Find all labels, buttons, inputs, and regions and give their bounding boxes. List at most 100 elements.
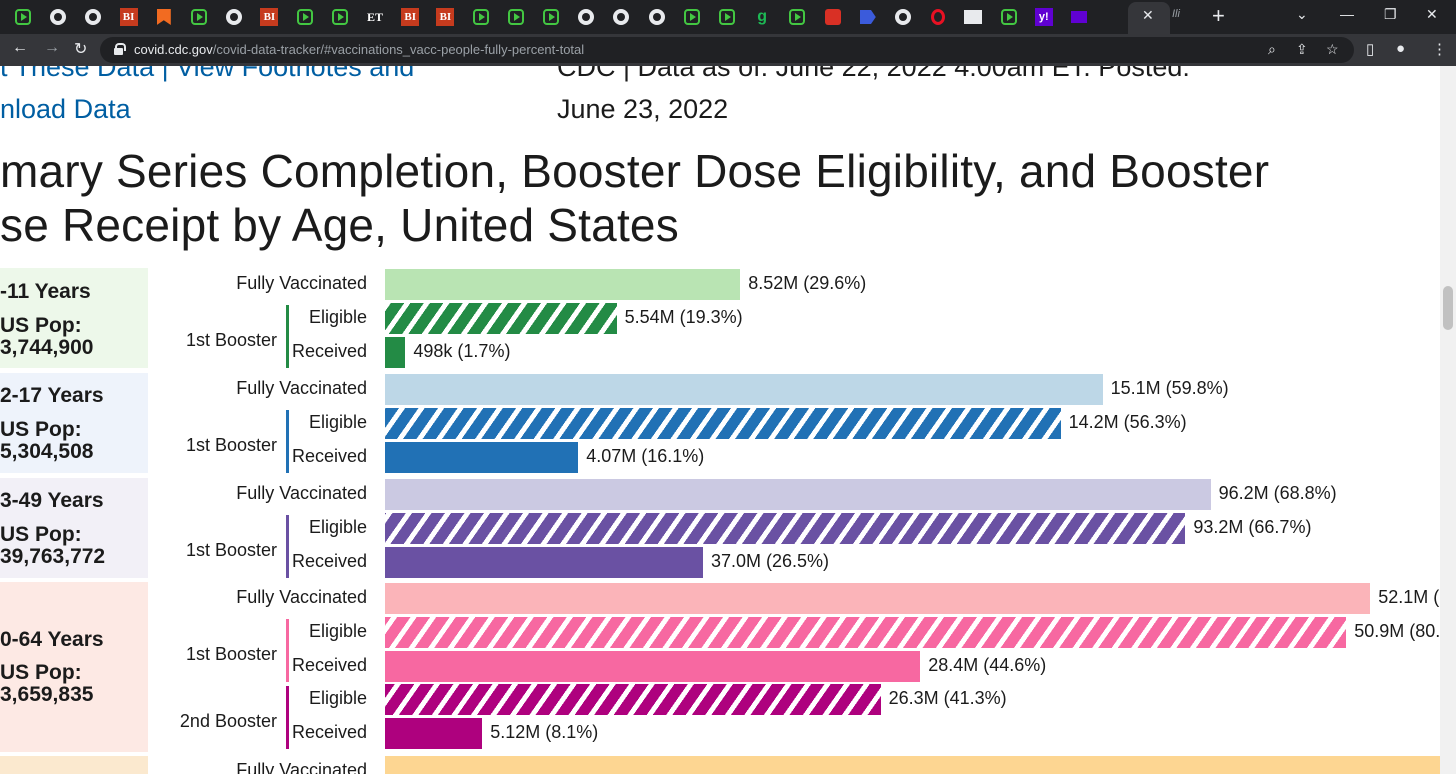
browser-tab[interactable]: BI <box>118 6 140 28</box>
browser-tab[interactable] <box>223 6 245 28</box>
browser-tab[interactable]: y! <box>1033 6 1055 28</box>
bar-value-label: 50.9M (80. <box>1354 621 1441 641</box>
play-icon <box>191 9 207 25</box>
bar-row-label: Received <box>291 655 367 675</box>
footnotes-link[interactable]: t These Data | View Footnotes and <box>0 66 415 82</box>
bar-row-label: Eligible <box>308 412 367 432</box>
chart-bar[interactable] <box>385 547 703 578</box>
reload-icon[interactable]: ↻ <box>74 41 88 58</box>
browser-tab[interactable] <box>575 6 597 28</box>
chart-bar[interactable] <box>385 269 741 300</box>
bar-value-label: 5.12M (8.1%) <box>490 722 599 742</box>
chart-bar[interactable] <box>385 374 1103 405</box>
browser-tab[interactable] <box>47 6 69 28</box>
population-value: 3,659,835 <box>0 683 94 706</box>
browser-tab[interactable] <box>927 6 949 28</box>
chart-bar[interactable] <box>385 718 483 749</box>
browser-tab[interactable]: BI <box>434 6 456 28</box>
bar-value-label: 37.0M (26.5%) <box>711 551 830 571</box>
chart-bar[interactable] <box>385 651 921 682</box>
download-data-link[interactable]: nload Data <box>0 94 131 124</box>
minimize-icon[interactable]: — <box>1340 6 1354 22</box>
page-content: t These Data | View Footnotes and nload … <box>0 66 1456 774</box>
browser-tab[interactable] <box>786 6 808 28</box>
chart-bar[interactable] <box>385 337 406 368</box>
second-booster-bracket <box>286 686 289 749</box>
bookmark-icon <box>156 9 171 25</box>
browser-tab[interactable]: BI <box>399 6 421 28</box>
bar-value-label: 15.1M (59.8%) <box>1110 378 1229 398</box>
back-arrow-icon[interactable]: ← <box>12 39 28 56</box>
age-group-label: 2-17 Years <box>0 384 104 407</box>
browser-tab[interactable]: g <box>751 6 773 28</box>
restore-icon[interactable]: ❐ <box>1384 6 1397 22</box>
et-icon: ET <box>366 9 383 24</box>
browser-tab[interactable] <box>82 6 104 28</box>
new-tab-button[interactable]: + <box>1212 3 1225 28</box>
browser-tab[interactable] <box>294 6 316 28</box>
browser-tab[interactable] <box>1068 6 1090 28</box>
bar-row-label: Fully Vaccinated <box>236 483 367 503</box>
browser-tab[interactable] <box>822 6 844 28</box>
chart-bar[interactable] <box>385 479 1211 510</box>
bar-row-label: Eligible <box>308 517 367 537</box>
close-window-icon[interactable]: ✕ <box>1426 6 1438 22</box>
active-tab[interactable] <box>1128 2 1170 34</box>
scrollbar[interactable] <box>1440 66 1456 774</box>
circle-icon <box>226 9 243 25</box>
blue-arrow-icon <box>859 10 876 24</box>
play-icon <box>719 9 735 25</box>
chart-bar[interactable] <box>385 617 1347 648</box>
tab-last-label[interactable]: Ili <box>1172 8 1180 20</box>
browser-tab[interactable] <box>153 6 175 28</box>
share-icon[interactable]: ⇪ <box>1296 41 1308 57</box>
lock-icon[interactable] <box>114 43 126 55</box>
browser-tab[interactable] <box>540 6 562 28</box>
play-icon <box>472 9 489 25</box>
browser-tab[interactable] <box>681 6 703 28</box>
population-label: US Pop: <box>0 418 82 441</box>
browser-tab[interactable] <box>470 6 492 28</box>
dark-icon <box>964 10 983 24</box>
profile-icon[interactable]: ● <box>1396 40 1406 57</box>
population-value: 3,744,900 <box>0 336 94 359</box>
browser-tab[interactable] <box>646 6 668 28</box>
chart-bar[interactable] <box>385 583 1371 614</box>
browser-tab[interactable] <box>188 6 210 28</box>
chart-bar[interactable] <box>385 684 881 715</box>
browser-tab[interactable] <box>505 6 527 28</box>
browser-tab[interactable]: ET <box>364 6 386 28</box>
browser-tab[interactable] <box>892 6 914 28</box>
zoom-icon[interactable]: ⌕ <box>1268 41 1276 57</box>
age-group-panel: -11 Years US Pop: 3,744,900 <box>0 268 148 368</box>
browser-tab[interactable]: BI <box>258 6 280 28</box>
chart-bar[interactable] <box>385 408 1061 439</box>
chart-bar[interactable] <box>385 513 1186 544</box>
chart-bar[interactable] <box>385 756 1445 774</box>
scrollbar-thumb[interactable] <box>1443 286 1453 330</box>
play-icon <box>15 9 31 25</box>
chevron-down-icon[interactable]: ⌄ <box>1296 6 1308 22</box>
address-bar[interactable]: covid.cdc.gov/covid-data-tracker/#vaccin… <box>100 37 1354 63</box>
browser-tab[interactable] <box>857 6 879 28</box>
chart-bar[interactable] <box>385 442 579 473</box>
browser-tab[interactable] <box>962 6 984 28</box>
forward-arrow-icon[interactable]: → <box>44 39 60 56</box>
bookmark-star-icon[interactable]: ☆ <box>1326 41 1339 57</box>
menu-icon[interactable]: ⋮ <box>1432 41 1447 58</box>
side-panel-icon[interactable]: ▯ <box>1366 41 1375 58</box>
browser-tab[interactable] <box>998 6 1020 28</box>
bar-row-label: Fully Vaccinated <box>236 760 367 774</box>
browser-tab[interactable] <box>716 6 738 28</box>
population-label: US Pop: <box>0 314 82 337</box>
url-text[interactable]: covid.cdc.gov/covid-data-tracker/#vaccin… <box>134 42 584 57</box>
browser-tab[interactable] <box>12 6 34 28</box>
browser-tab[interactable] <box>610 6 632 28</box>
circle-icon <box>895 9 911 25</box>
age-group-panel: 3-49 Years US Pop: 39,763,772 <box>0 478 148 578</box>
chart-bar[interactable] <box>385 303 617 334</box>
booster-group-label: 1st Booster <box>185 540 277 560</box>
close-tab-icon[interactable]: ✕ <box>1142 7 1154 23</box>
bar-value-label: 26.3M (41.3%) <box>888 688 1007 708</box>
browser-tab[interactable] <box>329 6 351 28</box>
